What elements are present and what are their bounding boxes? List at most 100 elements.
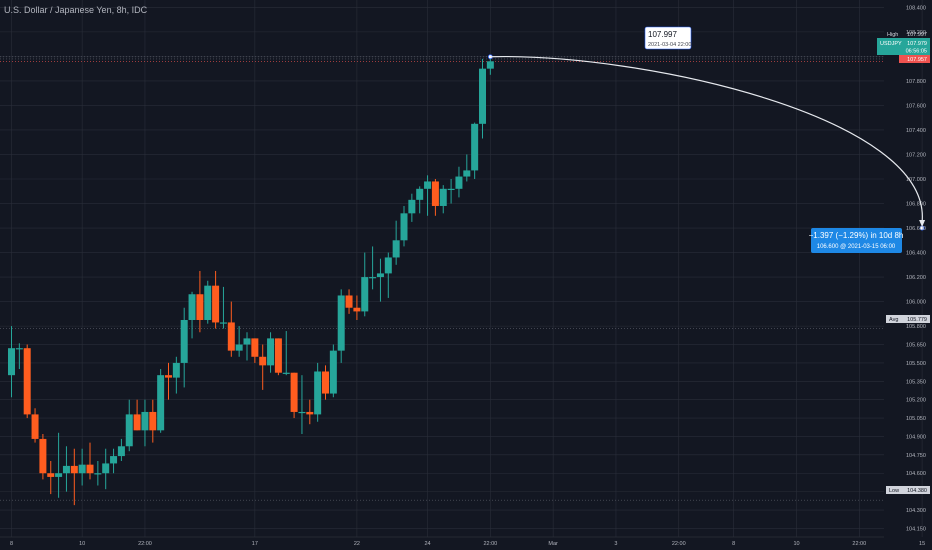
svg-text:105.779: 105.779 — [907, 317, 927, 323]
candle-body — [39, 438, 47, 474]
candle-body — [133, 414, 141, 431]
projection-callout[interactable]: −1.397 (−1.29%) in 10d 8h 106.600 @ 2021… — [809, 228, 904, 253]
x-tick-label: 22:00 — [672, 541, 686, 547]
candle-body — [227, 322, 235, 351]
candle-body — [94, 473, 102, 475]
candle-body — [486, 61, 494, 69]
candle-body — [102, 463, 110, 474]
x-tick-label: 22:00 — [852, 541, 866, 547]
svg-text:USDJPY: USDJPY — [880, 41, 902, 47]
candle-body — [149, 411, 157, 431]
svg-text:Avg: Avg — [889, 317, 898, 323]
candle-body — [251, 338, 259, 357]
candle-body — [212, 285, 220, 323]
candle-body — [345, 295, 353, 308]
y-tick-label: 106.200 — [906, 275, 926, 281]
x-tick-label: 8 — [10, 541, 13, 547]
y-tick-label: 104.600 — [906, 471, 926, 477]
candle-body — [117, 446, 125, 457]
candle-body — [455, 176, 463, 189]
y-tick-label: 108.200 — [906, 30, 926, 36]
y-tick-label: 105.350 — [906, 379, 926, 385]
x-tick-label: 22:00 — [138, 541, 152, 547]
y-tick-label: 106.600 — [906, 226, 926, 232]
y-tick-label: 107.800 — [906, 79, 926, 85]
candle-body — [47, 473, 55, 477]
candle-body — [188, 294, 196, 320]
candle-body — [259, 356, 267, 366]
candle-body — [172, 362, 180, 378]
arrow-head-icon — [919, 220, 926, 228]
candle-body — [290, 372, 298, 412]
candle-body — [282, 372, 290, 374]
y-tick-label: 105.050 — [906, 416, 926, 422]
candle-body — [23, 348, 31, 415]
candle-body — [408, 199, 416, 214]
candle-body — [471, 123, 479, 171]
svg-text:107.979: 107.979 — [907, 41, 927, 47]
x-tick-label: 8 — [732, 541, 735, 547]
candle-body — [180, 319, 188, 363]
candle-body — [361, 277, 369, 312]
x-tick-label: 10 — [793, 541, 799, 547]
svg-text:Low: Low — [889, 488, 899, 494]
candle-body — [431, 181, 439, 206]
projection-target: 106.600 @ 2021-03-15 06:00 — [817, 244, 896, 250]
x-tick-label: 15 — [919, 541, 925, 547]
candle-body — [439, 188, 447, 206]
candle-body — [55, 473, 63, 477]
candle-body — [165, 375, 172, 378]
y-tick-label: 104.750 — [906, 453, 926, 459]
candle-body — [219, 322, 227, 324]
candle-body — [78, 464, 86, 474]
x-tick-label: 17 — [252, 541, 258, 547]
y-tick-label: 105.500 — [906, 361, 926, 367]
candle-body — [274, 338, 282, 373]
high-label: High 107.997 — [887, 32, 927, 38]
x-tick-label: 3 — [614, 541, 617, 547]
candle-body — [384, 257, 392, 274]
candle-body — [353, 307, 361, 312]
reference-lines — [0, 56, 884, 501]
tooltip-price: 107.997 — [648, 30, 677, 39]
candle-body — [447, 188, 455, 191]
projection-change: −1.397 (−1.29%) in 10d 8h — [809, 231, 904, 240]
avg-label: Avg 105.779 — [886, 315, 930, 323]
candle-body — [416, 188, 424, 200]
y-tick-label: 107.600 — [906, 103, 926, 109]
countdown-timer: 06:56:05 — [906, 49, 927, 55]
high-tooltip: 107.997 2021-03-04 22:00 — [644, 26, 691, 50]
candle-body — [243, 338, 251, 345]
symbol-price-label: USDJPY 107.979 06:56:05 — [877, 38, 930, 55]
candle-body — [306, 411, 314, 415]
candlestick-series — [8, 54, 925, 506]
last-price-label: 107.957 — [899, 55, 930, 63]
candle-body — [204, 285, 212, 320]
projection-arrow[interactable] — [490, 56, 923, 223]
y-tick-label: 107.200 — [906, 152, 926, 158]
y-tick-label: 106.000 — [906, 300, 926, 306]
y-tick-label: 104.900 — [906, 434, 926, 440]
x-tick-label: 10 — [79, 541, 85, 547]
chart-title: U.S. Dollar / Japanese Yen, 8h, IDC — [4, 5, 148, 15]
candle-body — [62, 465, 70, 474]
grid-lines — [0, 0, 923, 538]
candle-body — [479, 68, 486, 124]
candle-body — [8, 348, 15, 376]
candle-body — [322, 371, 329, 394]
candle-body — [424, 181, 432, 189]
candle-body — [196, 294, 204, 320]
y-axis: 104.150104.300104.450104.600104.750104.9… — [906, 5, 926, 532]
candle-body — [369, 277, 377, 279]
x-tick-label: 24 — [424, 541, 430, 547]
svg-text:107.957: 107.957 — [907, 57, 927, 63]
candle-body — [15, 348, 23, 350]
y-tick-label: 106.800 — [906, 202, 926, 208]
candle-body — [157, 375, 165, 431]
candle-body — [110, 456, 118, 464]
candle-body — [314, 371, 322, 415]
y-tick-label: 105.650 — [906, 343, 926, 349]
candle-body — [267, 338, 275, 366]
x-tick-label: 22 — [354, 541, 360, 547]
